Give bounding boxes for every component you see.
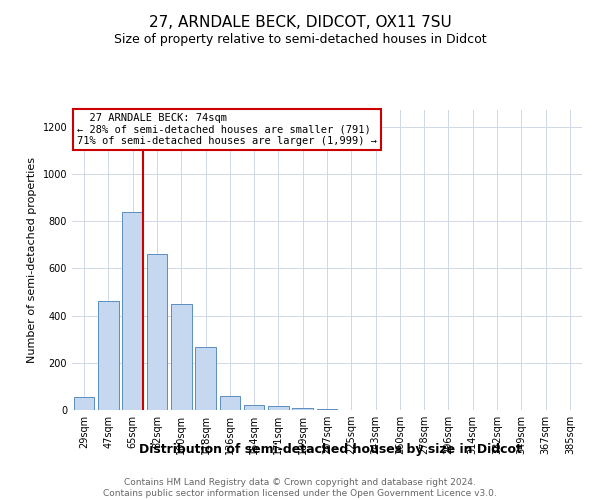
Text: Distribution of semi-detached houses by size in Didcot: Distribution of semi-detached houses by … bbox=[139, 444, 521, 456]
Bar bbox=[74, 397, 94, 410]
Bar bbox=[317, 409, 337, 410]
Bar bbox=[98, 302, 119, 410]
Text: 27 ARNDALE BECK: 74sqm
← 28% of semi-detached houses are smaller (791)
71% of se: 27 ARNDALE BECK: 74sqm ← 28% of semi-det… bbox=[77, 113, 377, 146]
Bar bbox=[171, 304, 191, 410]
Bar bbox=[268, 406, 289, 410]
Bar bbox=[122, 212, 143, 410]
Text: 27, ARNDALE BECK, DIDCOT, OX11 7SU: 27, ARNDALE BECK, DIDCOT, OX11 7SU bbox=[149, 15, 451, 30]
Bar bbox=[220, 396, 240, 410]
Text: Size of property relative to semi-detached houses in Didcot: Size of property relative to semi-detach… bbox=[113, 32, 487, 46]
Bar bbox=[292, 408, 313, 410]
Bar bbox=[195, 348, 216, 410]
Text: Contains HM Land Registry data © Crown copyright and database right 2024.
Contai: Contains HM Land Registry data © Crown c… bbox=[103, 478, 497, 498]
Bar bbox=[244, 406, 265, 410]
Bar bbox=[146, 254, 167, 410]
Y-axis label: Number of semi-detached properties: Number of semi-detached properties bbox=[27, 157, 37, 363]
